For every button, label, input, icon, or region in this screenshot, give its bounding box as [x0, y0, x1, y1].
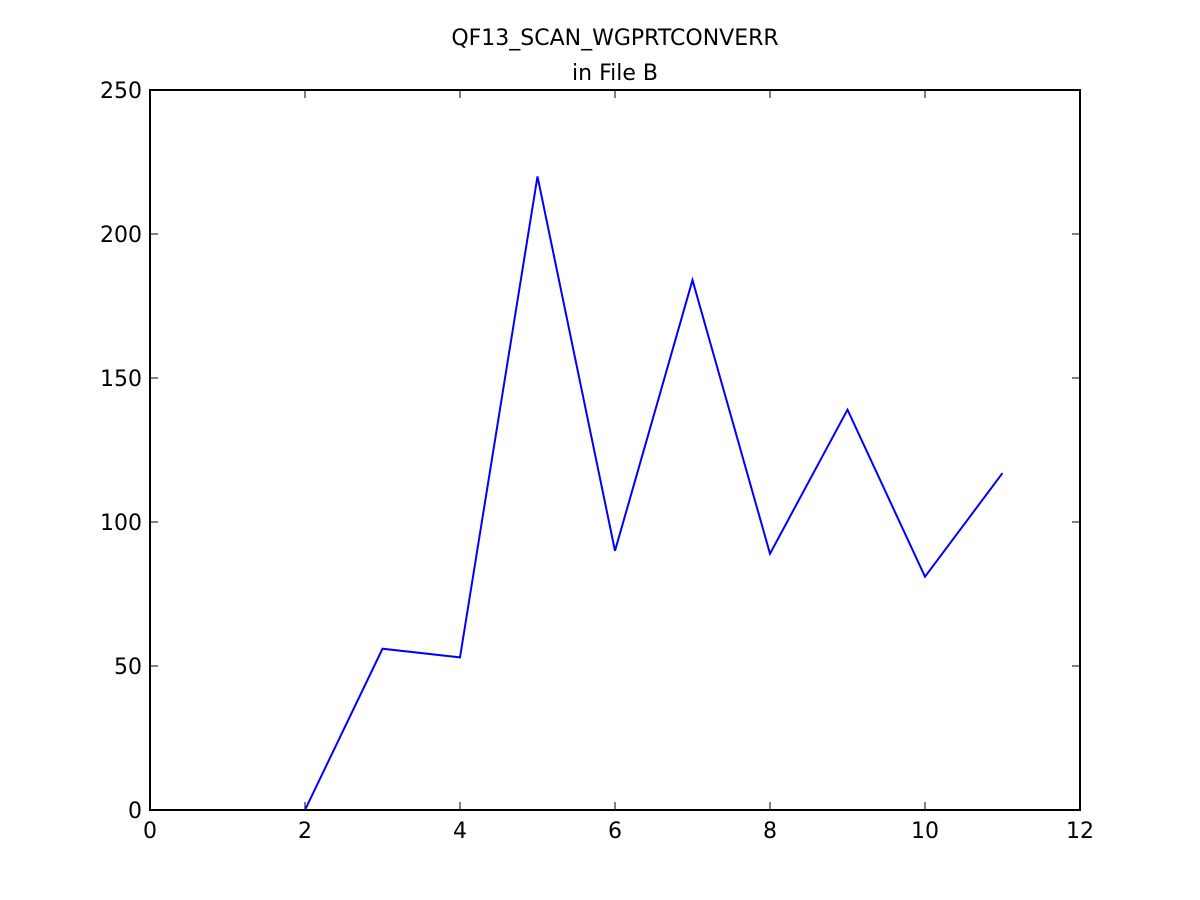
x-tick-label: 12	[1066, 819, 1094, 844]
plot-frame	[149, 89, 1081, 811]
y-tick-label: 150	[100, 367, 142, 392]
x-tick-label: 0	[143, 819, 157, 844]
x-tick-label: 10	[911, 819, 939, 844]
chart-title: QF13_SCAN_WGPRTCONVERR	[451, 26, 778, 51]
y-tick-label: 0	[128, 799, 142, 824]
x-tick-label: 4	[453, 819, 467, 844]
y-tick-label: 250	[100, 79, 142, 104]
data-line	[304, 176, 1004, 811]
chart-title: in File B	[572, 61, 658, 86]
x-tick-label: 6	[608, 819, 622, 844]
y-tick-label: 100	[100, 511, 142, 536]
x-tick-label: 2	[298, 819, 312, 844]
x-tick-label: 8	[763, 819, 777, 844]
y-tick-label: 200	[100, 223, 142, 248]
y-tick-label: 50	[114, 655, 142, 680]
